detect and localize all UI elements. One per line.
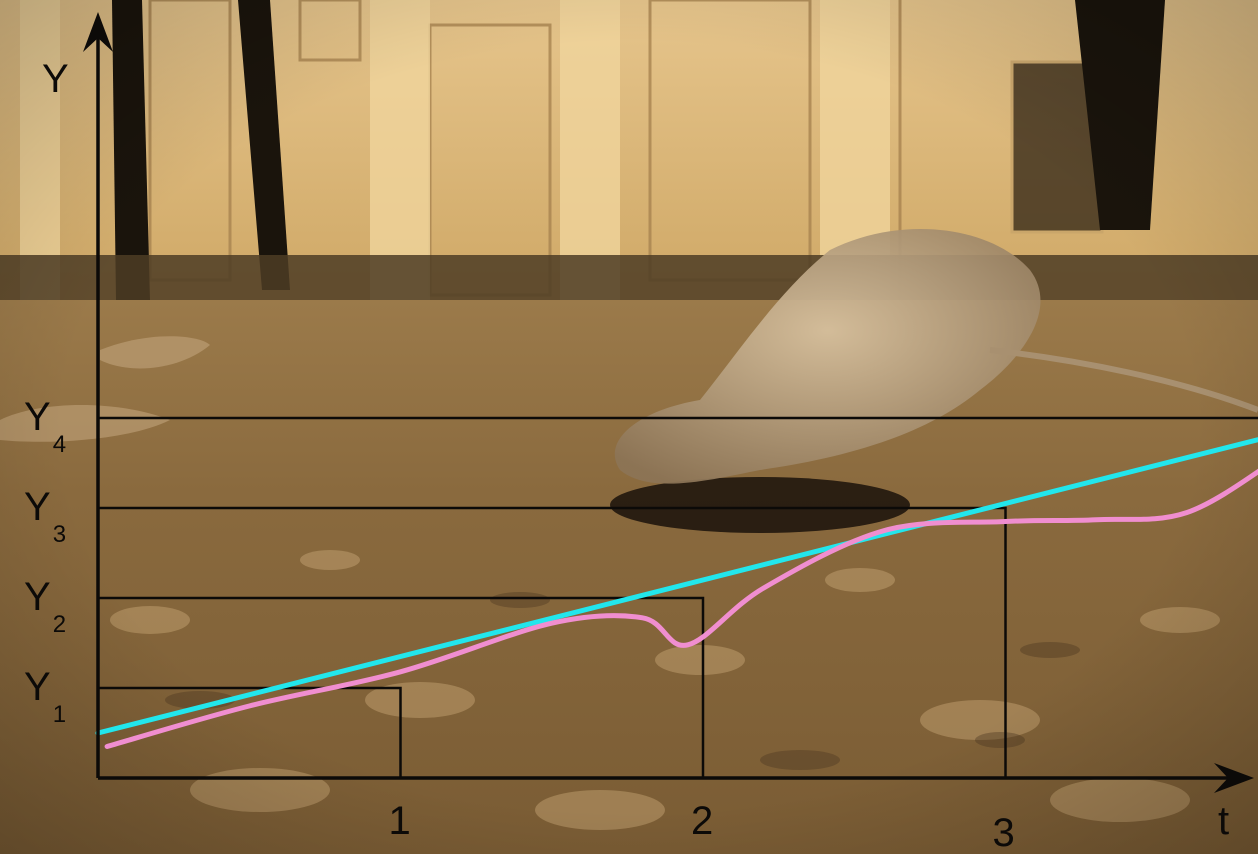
y-axis-arrow [83,12,113,52]
series-trend-line [95,437,1258,736]
y-axis-label: Y [42,57,69,101]
step-guide-lines [98,416,1258,778]
x-tick-label-3: 3 [993,811,1015,854]
step-guide-4 [98,416,1258,420]
y-tick-label-2: Y2 [24,575,66,638]
x-tick-label-1: 1 [389,799,411,843]
axes: Yt [42,12,1254,843]
y-tick-label-3: Y3 [24,485,66,548]
x-axis-arrow [1214,763,1254,793]
x-axis-label: t [1218,799,1229,843]
step-guide-1 [98,686,402,778]
x-tick-label-2: 2 [691,799,713,843]
y-tick-label-1: Y1 [24,665,66,728]
y-tick-label-4: Y4 [24,395,66,458]
tick-labels: 1234Y1Y2Y3Y4 [24,395,1015,854]
step-guide-3 [98,506,1007,778]
series-layer [95,437,1258,749]
step-guide-2 [98,596,705,778]
series-data-curve [104,468,1258,749]
